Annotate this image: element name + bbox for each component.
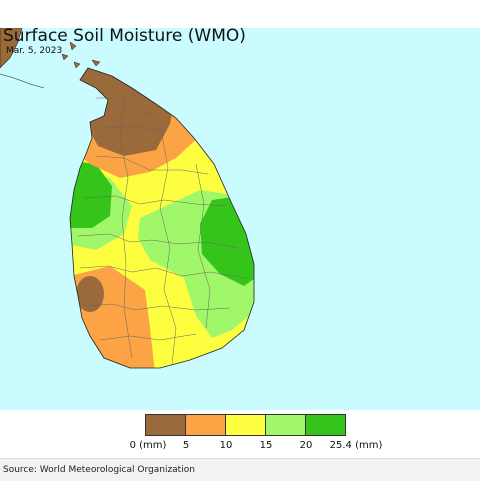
sri-lanka-soil-moisture-map [0, 27, 480, 410]
legend-tick-0: 0 (mm) [129, 440, 167, 451]
india-landmass [0, 27, 23, 69]
map-area: Surface Soil Moisture (WMO) Mar. 5, 2023 [0, 26, 480, 410]
legend-tick-15: 15 [259, 440, 273, 451]
map-date: Mar. 5, 2023 [6, 46, 63, 56]
legend-swatch-0-5 [145, 414, 186, 436]
northern-islets [61, 41, 101, 69]
district-boundaries [77, 97, 247, 365]
legend-swatch-10-15 [225, 414, 266, 436]
legend-swatch-5-10 [185, 414, 226, 436]
footer-bar: Source: World Meteorological Organizatio… [0, 458, 480, 481]
region-southwest-brown [76, 276, 104, 312]
legend-tick-25-4: 25.4 (mm) [329, 440, 383, 451]
legend-swatch-20-25 [305, 414, 346, 436]
source-credit: Source: World Meteorological Organizatio… [3, 465, 195, 475]
legend-swatch-15-20 [265, 414, 306, 436]
colorbar-legend: 0 (mm) 5 10 15 20 25.4 (mm) [0, 414, 480, 458]
legend-tick-20: 20 [299, 440, 313, 451]
legend-tick-10: 10 [219, 440, 233, 451]
india-coast-line [0, 73, 45, 89]
legend-tick-5: 5 [182, 440, 190, 451]
map-title: Surface Soil Moisture (WMO) [3, 26, 246, 46]
island-coastline [69, 67, 255, 369]
